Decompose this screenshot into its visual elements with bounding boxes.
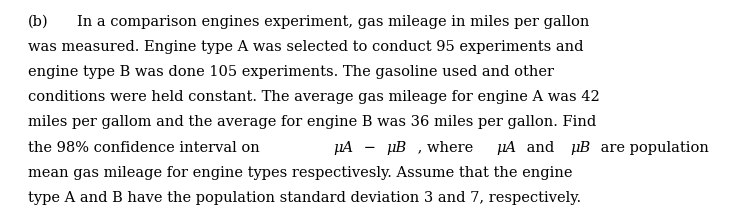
Text: and: and [523, 141, 559, 155]
Text: type A and B have the population standard deviation 3 and 7, respectively.: type A and B have the population standar… [28, 191, 581, 205]
Text: −: − [359, 141, 380, 155]
Text: In a comparison engines experiment, gas mileage in miles per gallon: In a comparison engines experiment, gas … [77, 15, 589, 29]
Text: miles per gallom and the average for engine B was 36 miles per gallon. Find: miles per gallom and the average for eng… [28, 115, 596, 130]
Text: mean gas mileage for engine types respectivesly. Assume that the engine: mean gas mileage for engine types respec… [28, 166, 572, 180]
Text: (b): (b) [28, 15, 48, 29]
Text: engine type B was done 105 experiments. The gasoline used and other: engine type B was done 105 experiments. … [28, 65, 554, 79]
Text: are population: are population [596, 141, 709, 155]
Text: , where: , where [413, 141, 478, 155]
Text: conditions were held constant. The average gas mileage for engine A was 42: conditions were held constant. The avera… [28, 90, 600, 104]
Text: μA: μA [333, 141, 353, 155]
Text: the 98% confidence interval on: the 98% confidence interval on [28, 141, 264, 155]
Text: was measured. Engine type A was selected to conduct 95 experiments and: was measured. Engine type A was selected… [28, 40, 583, 54]
Text: μA: μA [496, 141, 517, 155]
Text: μB: μB [386, 141, 407, 155]
Text: μB: μB [570, 141, 590, 155]
